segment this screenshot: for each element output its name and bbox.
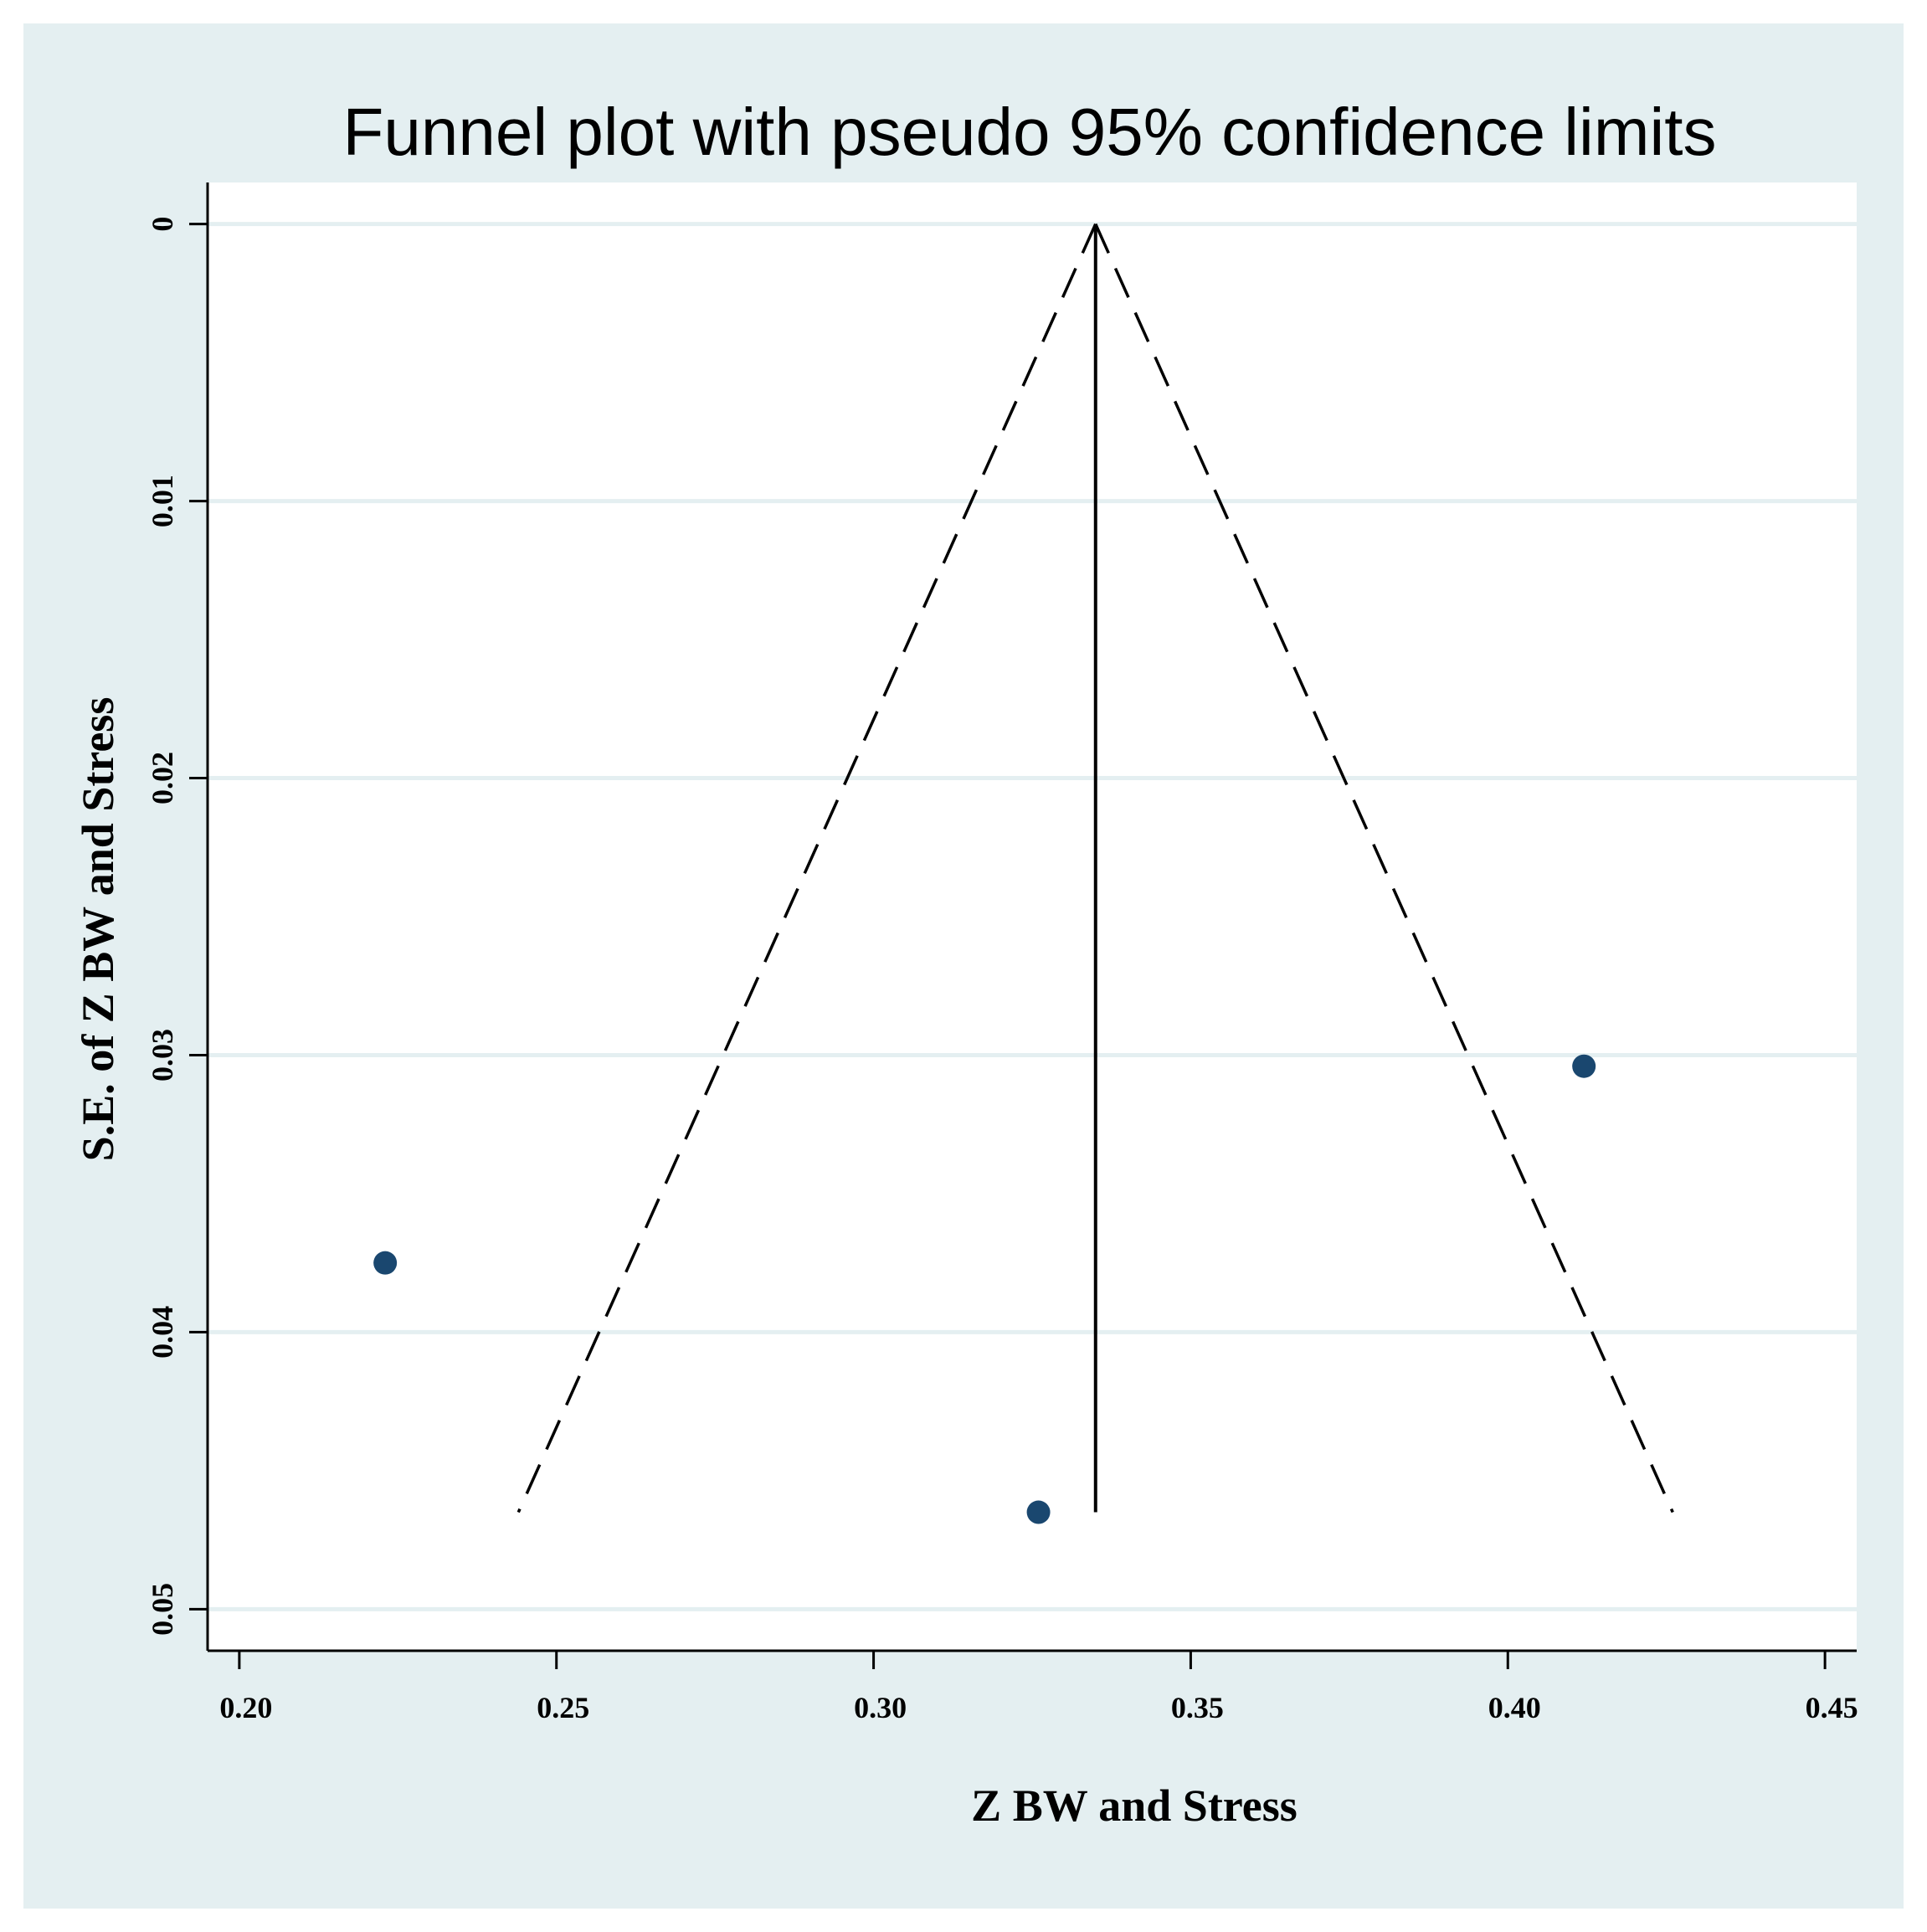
- y-tick-label: 0.02: [146, 752, 179, 804]
- data-point: [1572, 1054, 1596, 1078]
- funnel-lines: [516, 223, 1674, 1513]
- x-axis-label: Z BW and Stress: [971, 1780, 1298, 1831]
- x-tick-label: 0.35: [1171, 1691, 1224, 1724]
- x-tick-label: 0.45: [1806, 1691, 1858, 1724]
- y-tick-label: 0.01: [146, 475, 179, 527]
- data-points: [373, 1054, 1596, 1524]
- x-tick-label: 0.40: [1488, 1691, 1541, 1724]
- y-tick-label: 0.05: [146, 1583, 179, 1636]
- funnel-right-limit-line: [1094, 223, 1674, 1513]
- chart-title: Funnel plot with pseudo 95% confidence l…: [343, 95, 1717, 169]
- x-tick-label: 0.20: [219, 1691, 272, 1724]
- data-point: [1026, 1500, 1051, 1524]
- plot-area: [208, 182, 1857, 1651]
- funnel-left-limit-line: [516, 223, 1097, 1513]
- data-point: [373, 1251, 398, 1275]
- y-tick-label: 0.03: [146, 1029, 179, 1082]
- x-tick-label: 0.25: [537, 1691, 589, 1724]
- y-tick-label: 0.04: [146, 1306, 179, 1359]
- axis-labels-group: Funnel plot with pseudo 95% confidence l…: [73, 95, 1716, 1831]
- x-tick-label: 0.30: [854, 1691, 907, 1724]
- y-axis-label: S.E. of Z BW and Stress: [73, 697, 123, 1162]
- y-tick-label: 0: [146, 217, 179, 232]
- axes: 0.20 0.25 0.30 0.35 0.40 0.45 0 0.01 0.02 0.03 0.0…: [146, 182, 1858, 1724]
